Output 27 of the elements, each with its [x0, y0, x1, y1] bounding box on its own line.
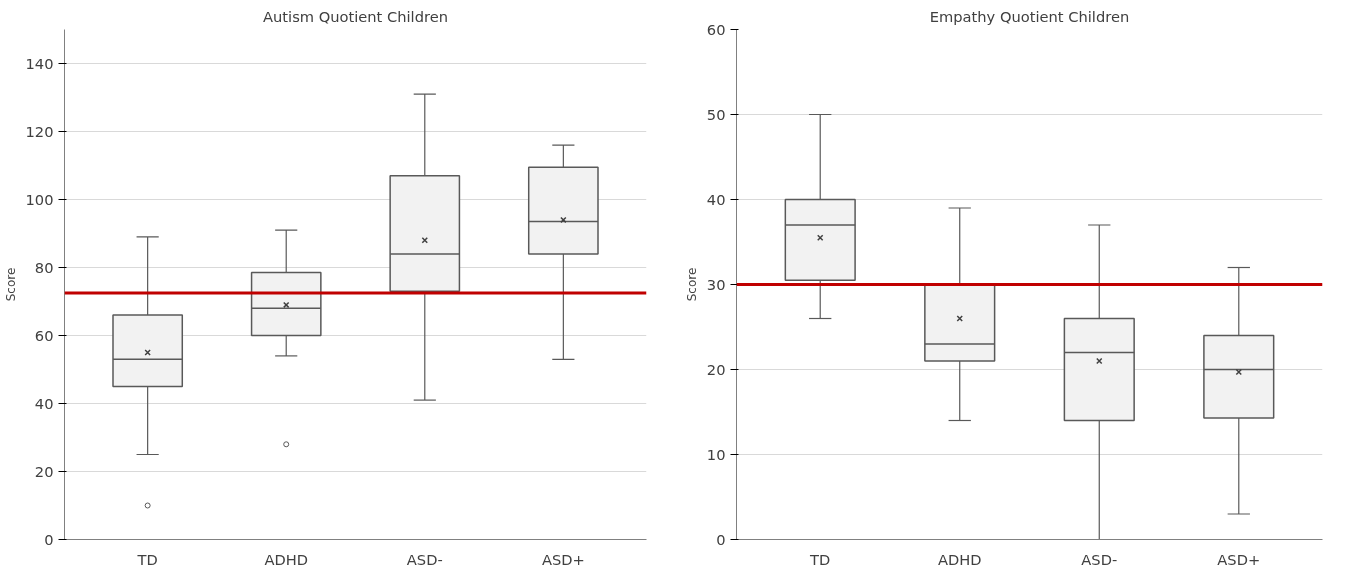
x-tick-label: ASD+: [541, 550, 585, 568]
y-tick-label: 140: [25, 54, 54, 72]
y-tick-label: 40: [34, 394, 54, 412]
x-tick-label: ADHD: [264, 550, 309, 568]
chart-title: Empathy Quotient Children: [929, 7, 1130, 25]
y-tick-label: 100: [25, 190, 54, 208]
y-tick-label: 60: [34, 326, 54, 344]
y-tick-label: 0: [44, 530, 54, 548]
x-tick-label: TD: [136, 550, 158, 568]
y-tick-label: 40: [706, 190, 726, 208]
y-tick-label: 120: [25, 122, 54, 140]
y-axis-title: Score: [684, 267, 699, 302]
x-tick-label: TD: [809, 550, 831, 568]
y-tick-label: 80: [34, 258, 54, 276]
chart-title: Autism Quotient Children: [263, 7, 449, 25]
x-tick-label: ASD+: [1217, 550, 1261, 568]
y-tick-label: 60: [706, 20, 726, 38]
y-tick-label: 0: [716, 530, 726, 548]
y-axis-title: Score: [3, 267, 18, 302]
y-tick-label: 50: [706, 105, 726, 123]
y-tick-label: 20: [34, 462, 54, 480]
x-tick-label: ADHD: [937, 550, 982, 568]
x-tick-label: ASD-: [406, 550, 443, 568]
y-tick-label: 30: [706, 275, 726, 293]
x-tick-label: ASD-: [1081, 550, 1118, 568]
y-tick-label: 20: [706, 360, 726, 378]
y-tick-label: 10: [706, 445, 726, 463]
